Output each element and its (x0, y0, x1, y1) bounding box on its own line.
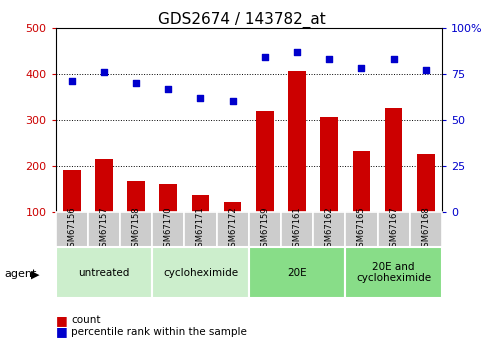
Bar (256, 111, 274, 212)
Bar (224, 202, 242, 212)
Bar (216, 212, 249, 247)
Point (132, 80, 140, 86)
Text: count: count (71, 315, 101, 325)
Text: GDS2674 / 143782_at: GDS2674 / 143782_at (157, 12, 326, 28)
Text: 20E: 20E (287, 268, 307, 277)
Text: GSM67165: GSM67165 (357, 207, 366, 252)
Text: percentile rank within the sample: percentile rank within the sample (71, 327, 247, 337)
Bar (353, 151, 370, 212)
Text: GSM67158: GSM67158 (131, 207, 141, 252)
Text: GSM67167: GSM67167 (389, 207, 398, 252)
Text: cycloheximide: cycloheximide (163, 268, 238, 277)
Text: GSM67171: GSM67171 (196, 207, 205, 252)
Bar (63, 170, 81, 212)
Bar (320, 117, 338, 212)
Text: GSM67168: GSM67168 (421, 207, 430, 252)
Bar (88, 212, 120, 247)
Bar (192, 195, 209, 212)
Point (164, 86, 172, 91)
Bar (313, 212, 345, 247)
Point (357, 66, 365, 71)
Bar (249, 247, 345, 298)
Point (261, 55, 269, 60)
Point (390, 56, 398, 62)
Point (197, 95, 204, 100)
Bar (378, 212, 410, 247)
Point (293, 49, 301, 55)
Bar (127, 181, 145, 212)
Bar (345, 247, 442, 298)
Text: GSM67161: GSM67161 (293, 207, 301, 252)
Point (422, 67, 430, 73)
Text: GSM67157: GSM67157 (99, 207, 108, 252)
Text: untreated: untreated (78, 268, 129, 277)
Text: ■: ■ (56, 325, 67, 338)
Point (326, 56, 333, 62)
Bar (385, 108, 402, 212)
Text: GSM67156: GSM67156 (67, 207, 76, 252)
Text: 20E and
cycloheximide: 20E and cycloheximide (356, 262, 431, 283)
Bar (159, 185, 177, 212)
Text: GSM67170: GSM67170 (164, 207, 173, 252)
Bar (249, 212, 281, 247)
Text: agent: agent (5, 269, 37, 279)
Point (229, 99, 237, 104)
Bar (281, 212, 313, 247)
Bar (410, 212, 442, 247)
Bar (95, 159, 113, 212)
Bar (288, 71, 306, 212)
Text: GSM67172: GSM67172 (228, 207, 237, 252)
Bar (56, 212, 88, 247)
Bar (120, 212, 152, 247)
Bar (152, 247, 249, 298)
Bar (56, 247, 152, 298)
Point (68, 78, 75, 84)
Bar (345, 212, 378, 247)
Text: GSM67159: GSM67159 (260, 207, 270, 252)
Text: ■: ■ (56, 314, 67, 327)
Bar (152, 212, 185, 247)
Bar (417, 155, 435, 212)
Point (100, 69, 108, 75)
Text: GSM67162: GSM67162 (325, 207, 334, 252)
Bar (185, 212, 216, 247)
Text: ▶: ▶ (31, 269, 40, 279)
